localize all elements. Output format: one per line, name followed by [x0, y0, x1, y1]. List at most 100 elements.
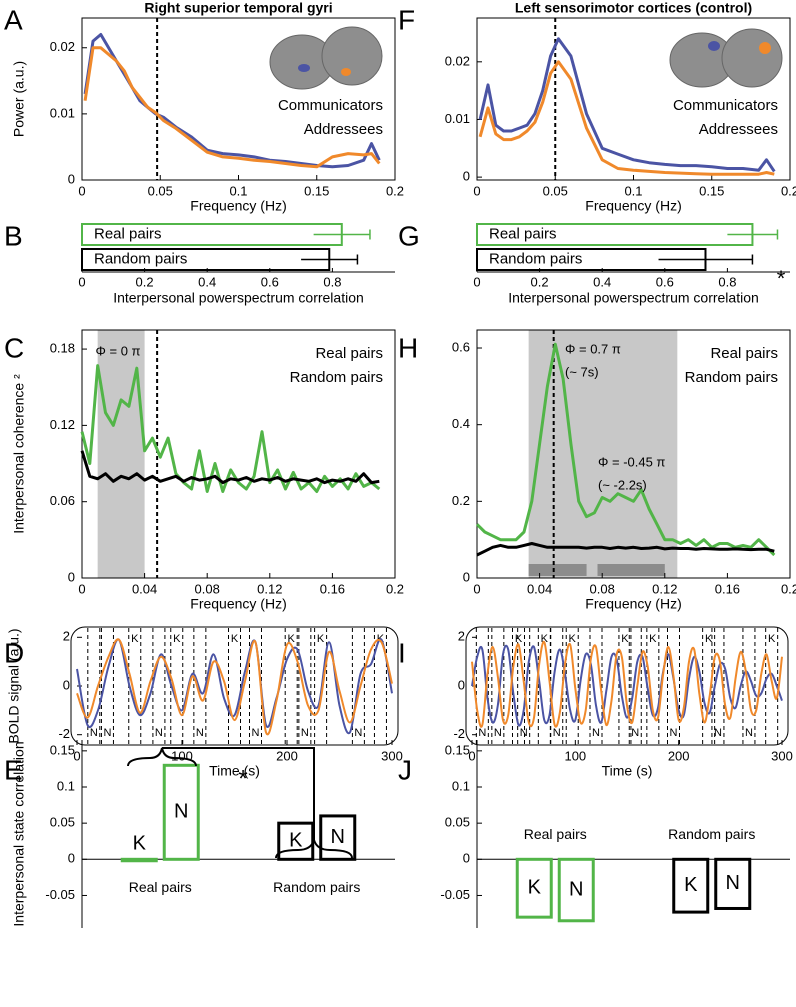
y-tick-label: 0 — [458, 677, 465, 692]
y-tick-label: 0.2 — [452, 493, 470, 508]
x-tick-label: 0.2 — [531, 274, 549, 289]
x-tick-label: 0.12 — [652, 581, 677, 596]
x-tick-label: 0.16 — [320, 581, 345, 596]
bar — [120, 857, 158, 863]
annotation: * — [777, 266, 786, 291]
y-tick-label: 0.15 — [50, 742, 75, 757]
x-tick-label: 200 — [668, 748, 690, 763]
sub-band — [597, 564, 665, 576]
annotation: Φ = -0.45 π — [598, 454, 665, 469]
event-label: N — [494, 727, 502, 739]
x-tick-label: 0 — [473, 274, 480, 289]
x-tick-label: 0.04 — [527, 581, 552, 596]
event-label: K — [621, 633, 629, 645]
x-axis-label: Time (s) — [209, 763, 260, 779]
legend-entry: Random pairs — [290, 369, 383, 386]
panel-letter: H — [398, 332, 418, 363]
event-label: K — [288, 633, 296, 645]
y-tick-label: 0.01 — [445, 111, 470, 126]
category-label: N — [726, 872, 740, 894]
category-label: K — [133, 833, 147, 855]
event-label: N — [90, 727, 98, 739]
x-tick-label: 0 — [473, 183, 480, 198]
x-tick-label: 0.05 — [543, 183, 568, 198]
panel-letter: B — [4, 220, 23, 251]
x-axis-label: Frequency (Hz) — [585, 198, 681, 214]
x-tick-label: 0.05 — [148, 183, 173, 198]
x-tick-label: 0.4 — [593, 274, 611, 289]
chart-title: Left sensorimotor cortices (control) — [515, 0, 752, 16]
annotation: Φ = 0.7 π — [565, 341, 621, 356]
error-bar — [727, 229, 779, 240]
event-label: N — [714, 727, 722, 739]
x-tick-label: 0.2 — [136, 274, 154, 289]
x-tick-label: 0.6 — [656, 274, 674, 289]
y-tick-label: -0.05 — [440, 887, 470, 902]
bar — [672, 857, 710, 914]
error-bar — [313, 229, 371, 240]
annotation: (~ -2.2s) — [598, 477, 647, 492]
category-label: K — [528, 877, 542, 899]
x-tick-label: 0.15 — [699, 183, 724, 198]
series-line — [76, 638, 393, 736]
brain-illustration — [669, 28, 783, 88]
event-label: N — [553, 727, 561, 739]
group-label: Real pairs — [524, 826, 587, 842]
y-tick-label: -2 — [453, 726, 465, 741]
y-tick-label: 0 — [68, 851, 75, 866]
event-label: K — [768, 633, 776, 645]
bar-label: Random pairs — [94, 250, 187, 267]
x-tick-label: 0.2 — [781, 581, 796, 596]
category-label: K — [289, 830, 303, 852]
series-line — [83, 46, 381, 169]
x-tick-label: 0.1 — [624, 183, 642, 198]
legend-entry: Addressees — [304, 121, 383, 138]
y-tick-label: 2 — [63, 629, 70, 644]
annotation: (~ 7s) — [565, 364, 599, 379]
x-tick-label: 0 — [73, 748, 80, 763]
y-tick-label: 0.05 — [445, 815, 470, 830]
y-tick-label: 0.06 — [50, 493, 75, 508]
x-tick-label: 0 — [78, 274, 85, 289]
y-tick-label: 0 — [463, 569, 470, 584]
event-label: K — [541, 633, 549, 645]
event-label: K — [515, 633, 523, 645]
category-label: K — [684, 874, 698, 896]
y-tick-label: 0 — [463, 851, 470, 866]
y-tick-label: 2 — [458, 629, 465, 644]
series-line — [475, 342, 776, 557]
category-label: N — [569, 878, 583, 900]
bar — [557, 857, 595, 923]
error-bar — [658, 254, 754, 265]
panel-letter: I — [398, 637, 406, 668]
event-label: N — [520, 727, 528, 739]
y-tick-label: 0.15 — [445, 742, 470, 757]
x-tick-label: 0 — [78, 581, 85, 596]
y-tick-label: -2 — [58, 726, 70, 741]
bar — [714, 857, 752, 910]
event-label: K — [705, 633, 713, 645]
x-tick-label: 0.6 — [261, 274, 279, 289]
x-tick-label: 0.15 — [304, 183, 329, 198]
x-tick-label: 0.2 — [781, 183, 796, 198]
event-label: N — [252, 727, 260, 739]
plot-frame — [70, 626, 399, 746]
x-tick-label: 0.04 — [132, 581, 157, 596]
y-tick-label: 0.1 — [452, 778, 470, 793]
bar-label: Random pairs — [489, 250, 582, 267]
group-label: Random pairs — [668, 826, 755, 842]
x-axis-label: Frequency (Hz) — [190, 596, 286, 612]
bar — [319, 814, 357, 861]
x-tick-label: 0 — [78, 183, 85, 198]
event-label: N — [478, 727, 486, 739]
event-label: N — [745, 727, 753, 739]
x-tick-label: 0.4 — [198, 274, 216, 289]
y-tick-label: 0.1 — [57, 778, 75, 793]
legend-entry: Communicators — [278, 97, 383, 114]
x-tick-label: 0.2 — [386, 183, 404, 198]
bar — [515, 857, 553, 919]
legend-entry: Real pairs — [315, 345, 383, 362]
y-tick-label: 0.02 — [445, 53, 470, 68]
